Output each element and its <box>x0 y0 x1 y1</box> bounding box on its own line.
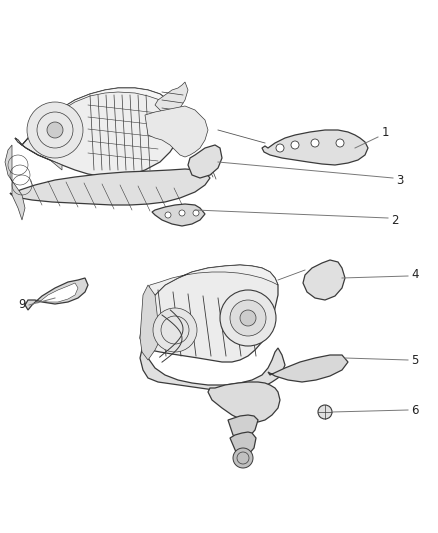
Circle shape <box>291 141 299 149</box>
Text: 1: 1 <box>381 125 389 139</box>
Circle shape <box>47 122 63 138</box>
Text: 6: 6 <box>411 403 419 416</box>
Polygon shape <box>15 88 182 177</box>
Polygon shape <box>5 145 25 220</box>
Polygon shape <box>262 130 368 165</box>
Circle shape <box>193 210 199 216</box>
Polygon shape <box>10 169 210 205</box>
Polygon shape <box>152 204 205 226</box>
Polygon shape <box>228 415 258 440</box>
Text: 4: 4 <box>411 269 419 281</box>
Circle shape <box>276 144 284 152</box>
Polygon shape <box>145 106 208 157</box>
Polygon shape <box>188 145 222 178</box>
Polygon shape <box>155 82 188 118</box>
Circle shape <box>220 290 276 346</box>
Polygon shape <box>140 345 285 392</box>
Text: 5: 5 <box>411 353 419 367</box>
Circle shape <box>27 102 83 158</box>
Circle shape <box>336 139 344 147</box>
Polygon shape <box>22 88 180 145</box>
Circle shape <box>311 139 319 147</box>
Polygon shape <box>230 432 256 458</box>
Text: 2: 2 <box>391 214 399 227</box>
Polygon shape <box>208 382 280 422</box>
Polygon shape <box>303 260 345 300</box>
Polygon shape <box>15 138 62 170</box>
Polygon shape <box>268 355 348 382</box>
Text: 3: 3 <box>396 174 404 187</box>
Circle shape <box>240 310 256 326</box>
Circle shape <box>230 300 266 336</box>
Circle shape <box>233 448 253 468</box>
Circle shape <box>153 308 197 352</box>
Polygon shape <box>25 278 88 310</box>
Circle shape <box>165 212 171 218</box>
Circle shape <box>318 405 332 419</box>
Polygon shape <box>140 265 278 362</box>
Text: 9: 9 <box>18 298 26 311</box>
Circle shape <box>179 210 185 216</box>
Polygon shape <box>140 285 160 360</box>
Polygon shape <box>148 265 278 295</box>
Polygon shape <box>36 283 78 303</box>
